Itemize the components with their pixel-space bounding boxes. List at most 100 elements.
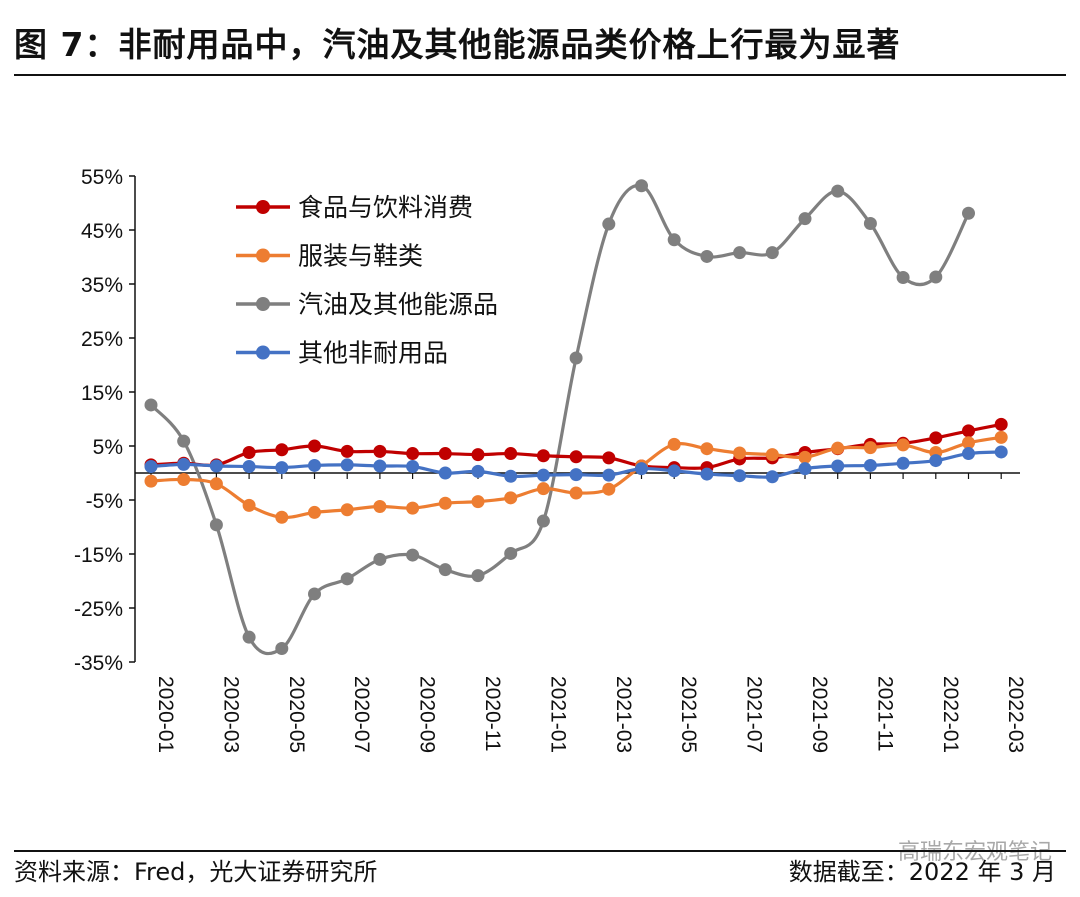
series-point-2 <box>962 206 975 220</box>
title-rule <box>14 74 1066 76</box>
series-point-3 <box>896 456 910 470</box>
series-point-0 <box>994 417 1008 431</box>
series-point-1 <box>863 441 877 455</box>
series-point-1 <box>209 477 223 491</box>
source-note: 资料来源：Fred，光大证券研究所 <box>14 858 378 886</box>
series-point-3 <box>406 460 420 474</box>
series-point-3 <box>831 459 845 473</box>
series-point-3 <box>536 468 550 482</box>
series-point-2 <box>700 249 714 263</box>
x-tick-label: 2021-03 <box>612 676 635 753</box>
series-point-2 <box>569 351 583 365</box>
series-point-0 <box>438 447 452 461</box>
series-point-1 <box>177 472 191 486</box>
series-point-1 <box>373 499 387 513</box>
x-tick-label: 2020-05 <box>285 676 308 753</box>
series-point-3 <box>438 466 452 480</box>
y-tick-label: 35% <box>81 274 123 297</box>
series-point-3 <box>929 454 943 468</box>
series-point-3 <box>733 469 747 483</box>
series-point-3 <box>635 462 648 476</box>
x-tick-label: 2020-01 <box>154 676 177 753</box>
y-tick-label: -35% <box>74 652 123 675</box>
series-point-3 <box>569 468 583 482</box>
series-point-2 <box>242 630 256 644</box>
x-tick-label: 2021-01 <box>546 676 569 753</box>
y-tick-label: 25% <box>81 328 123 351</box>
series-point-3 <box>373 459 387 473</box>
x-tick-label: 2021-05 <box>677 676 700 753</box>
series-point-0 <box>602 451 616 465</box>
series-point-2 <box>340 572 354 586</box>
series-point-2 <box>798 212 812 226</box>
series-point-1 <box>308 505 321 519</box>
series-point-3 <box>275 461 289 475</box>
series-point-0 <box>929 431 943 445</box>
y-tick-label: -25% <box>74 598 123 621</box>
series-point-3 <box>602 468 616 482</box>
series-point-3 <box>209 459 223 473</box>
y-tick-label: 45% <box>81 220 123 243</box>
series-point-3 <box>798 462 812 476</box>
series-point-2 <box>308 587 321 601</box>
legend-marker-1 <box>256 248 270 263</box>
series-point-2 <box>765 246 779 260</box>
series-point-0 <box>569 450 583 464</box>
legend-marker-2 <box>256 297 270 311</box>
series-point-1 <box>994 430 1008 444</box>
series-point-3 <box>994 445 1008 459</box>
x-tick-label: 2021-11 <box>873 676 896 752</box>
series-point-0 <box>373 444 387 458</box>
series-point-0 <box>406 447 420 461</box>
legend-label-0: 食品与饮料消费 <box>298 193 473 222</box>
series-point-1 <box>438 496 452 510</box>
y-tick-label: -15% <box>74 544 123 567</box>
watermark: 高瑞东宏观笔记 <box>897 840 1052 865</box>
series-point-1 <box>896 438 910 452</box>
x-tick-label: 2020-07 <box>350 676 373 753</box>
series-point-1 <box>275 510 289 524</box>
series-point-3 <box>471 464 485 478</box>
series-point-3 <box>962 447 975 461</box>
legend-label-3: 其他非耐用品 <box>298 339 448 368</box>
series-point-2 <box>438 563 452 577</box>
series-point-2 <box>929 270 943 284</box>
series-point-3 <box>340 458 354 472</box>
series-point-2 <box>406 548 420 562</box>
data-cutoff-note: 数据截至：2022 年 3 月 <box>788 858 1056 886</box>
series-point-1 <box>340 503 354 517</box>
series-point-1 <box>733 446 747 460</box>
series-point-2 <box>504 546 518 560</box>
legend-marker-3 <box>256 345 270 360</box>
y-tick-label: 5% <box>93 436 123 459</box>
series-point-3 <box>308 458 321 472</box>
series-point-2 <box>209 518 223 532</box>
series-point-1 <box>765 448 779 462</box>
series-point-3 <box>765 470 779 484</box>
series-point-1 <box>569 486 583 500</box>
series-point-0 <box>340 444 354 458</box>
series-point-3 <box>177 457 191 471</box>
series-point-3 <box>667 464 681 478</box>
series-point-3 <box>504 469 518 483</box>
series-point-1 <box>242 498 256 512</box>
series-point-2 <box>831 184 845 198</box>
series-point-3 <box>144 460 158 474</box>
series-point-1 <box>831 441 845 455</box>
series-point-1 <box>144 474 158 488</box>
series-point-2 <box>733 246 747 260</box>
series-point-0 <box>242 445 256 459</box>
series-point-1 <box>700 442 714 456</box>
series-point-1 <box>798 450 812 464</box>
series-point-2 <box>635 179 648 193</box>
x-tick-label: 2020-09 <box>416 676 439 753</box>
series-point-0 <box>275 443 289 457</box>
series-point-3 <box>863 458 877 472</box>
legend-label-2: 汽油及其他能源品 <box>298 290 498 319</box>
series-point-1 <box>602 482 616 496</box>
series-point-3 <box>700 467 714 481</box>
series-point-2 <box>602 217 616 231</box>
series-point-2 <box>471 569 485 583</box>
series-point-2 <box>144 398 158 412</box>
